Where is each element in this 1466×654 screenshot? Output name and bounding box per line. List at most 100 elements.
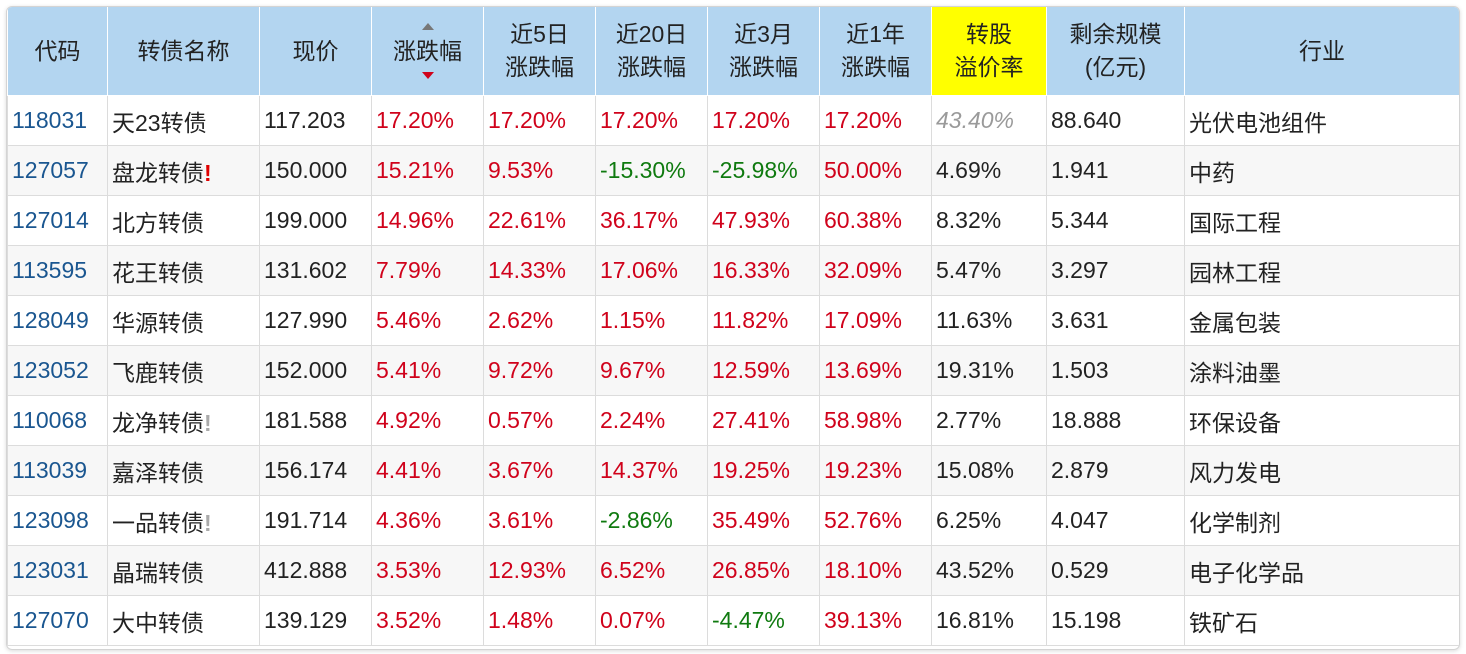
table-cell: 127057	[7, 145, 108, 196]
table-cell: 大中转债	[107, 595, 260, 646]
table-cell: 9.67%	[595, 345, 708, 396]
bond-name-link[interactable]: 晶瑞转债	[112, 559, 204, 586]
bond-code-link[interactable]: 123031	[12, 557, 89, 583]
cell-text: 中药	[1189, 159, 1235, 186]
bond-name-link[interactable]: 天23转债	[112, 109, 207, 136]
bond-name-link[interactable]: 龙净转债	[112, 409, 204, 436]
bond-table: 代码 转债名称 现价 涨跌幅 近5日 涨跌幅 近20日 涨跌幅 近3月 涨跌幅 近1年 涨跌幅 转股 溢价…	[7, 7, 1459, 646]
bond-code-link[interactable]: 113595	[12, 257, 88, 283]
table-cell: 4.047	[1046, 495, 1185, 546]
column-header[interactable]: 转股 溢价率	[931, 7, 1047, 96]
bond-code-link[interactable]: 128049	[12, 307, 89, 333]
column-header[interactable]: 近3月 涨跌幅	[707, 7, 820, 96]
change-value: 17.20%	[600, 107, 679, 133]
table-cell: 0.529	[1046, 545, 1185, 596]
change-value: 4.92%	[376, 407, 442, 433]
table-cell: 1.15%	[595, 295, 708, 346]
table-cell: 123052	[7, 345, 108, 396]
change-value: 52.76%	[824, 507, 903, 533]
change-value: 32.09%	[824, 257, 903, 283]
cell-text: 3.297	[1051, 257, 1109, 283]
table-cell: 飞鹿转债	[107, 345, 260, 396]
bond-code-link[interactable]: 127014	[12, 207, 89, 233]
header-text: 近5日	[510, 21, 569, 47]
cell-text: 412.888	[264, 557, 348, 583]
change-value: 5.46%	[376, 307, 442, 333]
change-value: 7.79%	[376, 257, 442, 283]
cell-text: 园林工程	[1189, 259, 1281, 286]
risk-flag[interactable]: !	[204, 159, 212, 186]
bond-code-link[interactable]: 110068	[12, 407, 88, 433]
column-header[interactable]: 行业	[1184, 7, 1459, 96]
bond-code-link[interactable]: 123098	[12, 507, 89, 533]
cell-text: 15.08%	[936, 457, 1015, 483]
sort-asc-icon[interactable]	[421, 23, 434, 30]
table-cell: 天23转债	[107, 95, 260, 146]
cell-text: 15.198	[1051, 607, 1122, 633]
table-cell: 36.17%	[595, 195, 708, 246]
table-cell: 3.297	[1046, 245, 1185, 296]
table-cell: 17.20%	[595, 95, 708, 146]
table-row: 113039 嘉泽转债 156.174 4.41% 3.67% 14.37% 19.25% 1…	[7, 445, 1459, 496]
column-header[interactable]: 剩余规模 (亿元)	[1046, 7, 1185, 96]
header-text: (亿元)	[1084, 54, 1147, 80]
change-value: 2.62%	[488, 307, 554, 333]
bond-code-link[interactable]: 123052	[12, 357, 89, 383]
sort-desc-icon[interactable]	[421, 72, 434, 79]
cell-text: 43.52%	[936, 557, 1015, 583]
bond-code-link[interactable]: 127070	[12, 607, 89, 633]
bond-name-link[interactable]: 盘龙转债	[112, 159, 204, 186]
table-row: 123052 飞鹿转债 152.000 5.41% 9.72% 9.67% 12.59% 13…	[7, 345, 1459, 396]
bond-name-link[interactable]: 大中转债	[112, 609, 204, 636]
table-row: 128049 华源转债 127.990 5.46% 2.62% 1.15% 11.82% 17…	[7, 295, 1459, 346]
bond-name-link[interactable]: 花王转债	[112, 259, 204, 286]
table-cell: 5.46%	[371, 295, 484, 346]
table-cell: 涂料油墨	[1184, 345, 1459, 396]
bond-name-link[interactable]: 飞鹿转债	[112, 359, 204, 386]
change-value: 35.49%	[712, 507, 791, 533]
cell-text: 金属包装	[1189, 309, 1281, 336]
column-header[interactable]: 近5日 涨跌幅	[483, 7, 596, 96]
change-value: 17.20%	[824, 107, 903, 133]
table-cell: 152.000	[259, 345, 372, 396]
header-text: 近1年	[846, 21, 905, 47]
bond-code-link[interactable]: 127057	[12, 157, 89, 183]
change-value: 22.61%	[488, 207, 567, 233]
bond-code-link[interactable]: 118031	[12, 107, 88, 133]
bond-name-link[interactable]: 华源转债	[112, 309, 204, 336]
header-row: 代码 转债名称 现价 涨跌幅 近5日 涨跌幅 近20日 涨跌幅 近3月 涨跌幅 近1年 涨跌幅 转股 溢价…	[7, 7, 1459, 96]
column-header[interactable]: 现价	[259, 7, 372, 96]
cell-text: 150.000	[264, 157, 348, 183]
bond-code-link[interactable]: 113039	[12, 457, 88, 483]
table-cell: 123031	[7, 545, 108, 596]
risk-flag[interactable]: !	[204, 509, 212, 536]
column-header[interactable]: 转债名称	[107, 7, 260, 96]
change-value: 9.67%	[600, 357, 666, 383]
table-cell: 17.20%	[707, 95, 820, 146]
column-header[interactable]: 近20日 涨跌幅	[595, 7, 708, 96]
cell-text: 43.40%	[936, 107, 1015, 133]
table-cell: 华源转债	[107, 295, 260, 346]
table-cell: 127014	[7, 195, 108, 246]
table-cell: 139.129	[259, 595, 372, 646]
column-header[interactable]: 近1年涨跌幅	[819, 7, 932, 96]
header-text: 涨跌幅	[841, 54, 910, 80]
change-value: 5.41%	[376, 357, 442, 383]
table-cell: 22.61%	[483, 195, 596, 246]
bond-name-link[interactable]: 北方转债	[112, 209, 204, 236]
table-cell: 14.33%	[483, 245, 596, 296]
bond-name-link[interactable]: 一品转债	[112, 509, 204, 536]
change-value: 19.25%	[712, 457, 791, 483]
table-cell: 17.09%	[819, 295, 932, 346]
table-cell: 19.31%	[931, 345, 1047, 396]
risk-flag[interactable]: !	[204, 409, 212, 436]
table-cell: 19.25%	[707, 445, 820, 496]
change-value: 4.36%	[376, 507, 442, 533]
column-header[interactable]: 涨跌幅	[371, 7, 484, 96]
bond-name-link[interactable]: 嘉泽转债	[112, 459, 204, 486]
column-header[interactable]: 代码	[7, 7, 108, 96]
change-value: 18.10%	[824, 557, 903, 583]
table-cell: 电子化学品	[1184, 545, 1459, 596]
table-cell: 15.21%	[371, 145, 484, 196]
cell-text: 0.529	[1051, 557, 1109, 583]
